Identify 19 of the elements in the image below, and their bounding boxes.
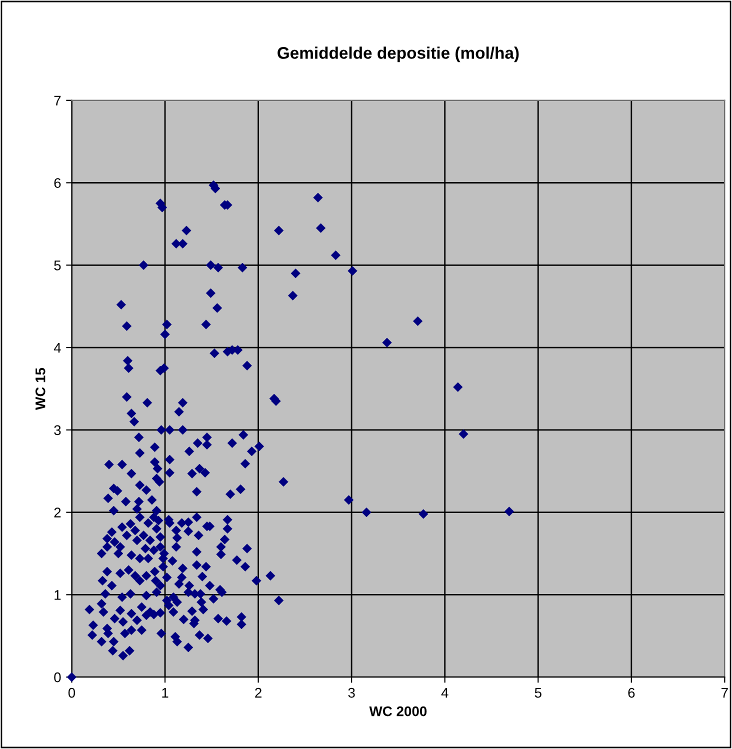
x-tick-label: 6 [628,688,635,698]
x-tick-label: 4 [441,688,448,698]
x-tick-label: 3 [348,688,355,698]
y-tick-label: 6 [54,178,61,188]
y-tick-label: 2 [54,508,61,518]
y-tick-label: 5 [54,260,61,270]
y-tick-label: 4 [54,343,61,353]
x-tick-label: 1 [162,688,168,698]
y-axis-title: WC 15 [35,368,46,410]
x-tick-label: 7 [722,688,728,698]
x-tick-label: 0 [68,688,76,698]
x-tick-label: 2 [255,688,262,698]
y-tick-label: 1 [54,590,61,600]
y-tick-label: 7 [54,96,61,106]
chart-title: Gemiddelde depositie (mol/ha) [278,46,519,62]
x-tick-label: 5 [534,688,542,698]
x-axis-title: WC 2000 [369,706,427,716]
y-tick-label: 0 [54,672,61,682]
y-tick-label: 3 [54,425,61,436]
